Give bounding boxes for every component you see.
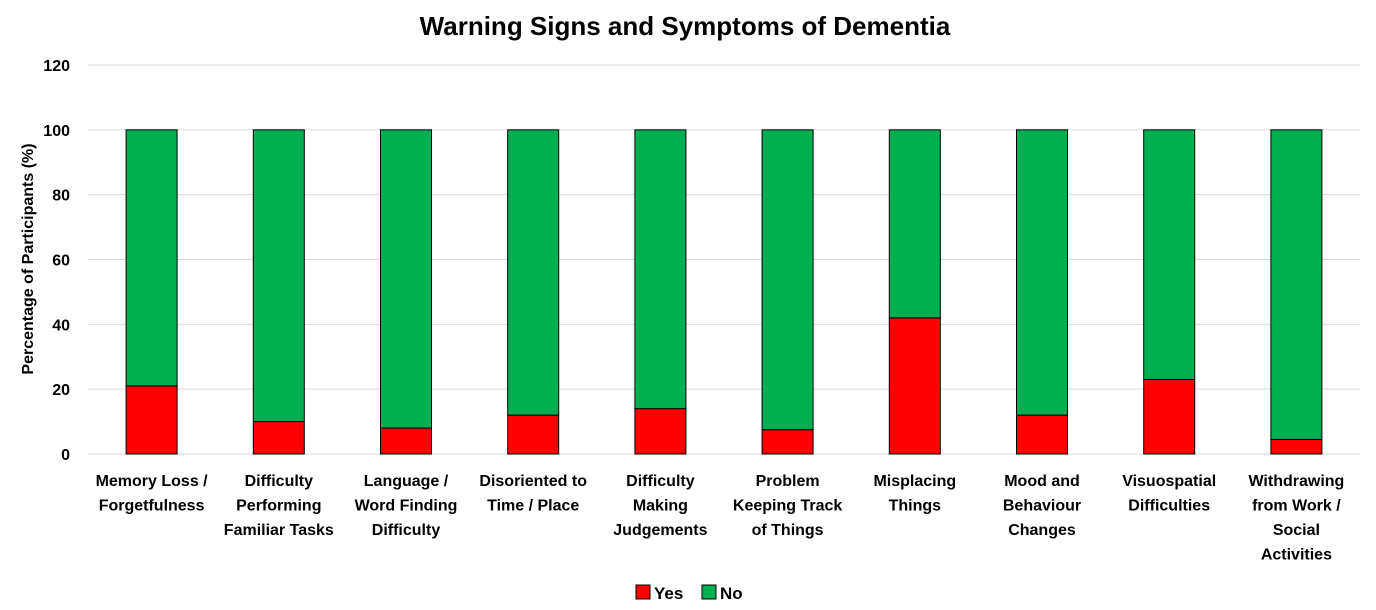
bar-yes (1016, 414, 1068, 455)
x-category-label: Mood and Behaviour Changes (1003, 473, 1081, 539)
bar-yes (507, 414, 560, 455)
x-category-label: Difficulty Performing Familiar Tasks (224, 473, 334, 539)
legend-label-no: No (720, 584, 743, 603)
bar-yes (1143, 378, 1196, 455)
y-axis-label: Percentage of Participants (%) (20, 143, 37, 374)
x-category-label: Disoriented to Time / Place (479, 473, 587, 515)
y-tick-label: 60 (52, 253, 70, 270)
bar-no (380, 129, 432, 429)
bar-no (252, 129, 305, 423)
bar-yes (252, 421, 305, 455)
x-category-label: Visuospatial Difficulties (1122, 473, 1216, 515)
x-axis-categories: Memory Loss / Forgetfulness Difficulty Perf… (96, 473, 1345, 564)
bar-no (1143, 129, 1196, 380)
bar-yes (1270, 438, 1323, 455)
bar-no (507, 129, 560, 416)
y-tick-label: 80 (52, 188, 70, 205)
legend-swatch-no (701, 584, 717, 600)
bar-no (634, 129, 687, 410)
bar-yes (125, 385, 178, 455)
x-category-label: Difficulty Making Judgements (613, 473, 707, 539)
x-category-label: Withdrawing from Work / Social Activities (1248, 473, 1344, 564)
bar-yes (634, 408, 687, 455)
y-axis-ticks: 0 20 40 60 80 100 120 (43, 58, 70, 464)
x-category-label: Problem Keeping Track of Things (733, 473, 842, 539)
bar-no (1016, 129, 1068, 416)
y-tick-label: 40 (52, 317, 70, 334)
y-tick-label: 120 (43, 58, 70, 75)
bars (125, 129, 1323, 455)
legend-label-yes: Yes (654, 584, 683, 603)
bar-no (125, 129, 178, 387)
y-tick-label: 20 (52, 382, 70, 399)
bar-no (761, 129, 814, 431)
y-tick-label: 100 (43, 123, 70, 140)
y-tick-label: 0 (61, 447, 70, 464)
x-category-label: Memory Loss / Forgetfulness (96, 473, 209, 515)
bar-yes (761, 429, 814, 455)
x-category-label: Language / Word Finding Difficulty (355, 473, 458, 539)
bar-yes (888, 317, 941, 455)
bar-no (1270, 129, 1323, 440)
x-category-label: Misplacing Things (873, 473, 956, 515)
legend: Yes No (635, 584, 743, 603)
bar-no (888, 129, 941, 319)
legend-swatch-yes (635, 584, 651, 600)
bar-yes (380, 427, 432, 455)
chart-title: Warning Signs and Symptoms of Dementia (420, 11, 951, 41)
